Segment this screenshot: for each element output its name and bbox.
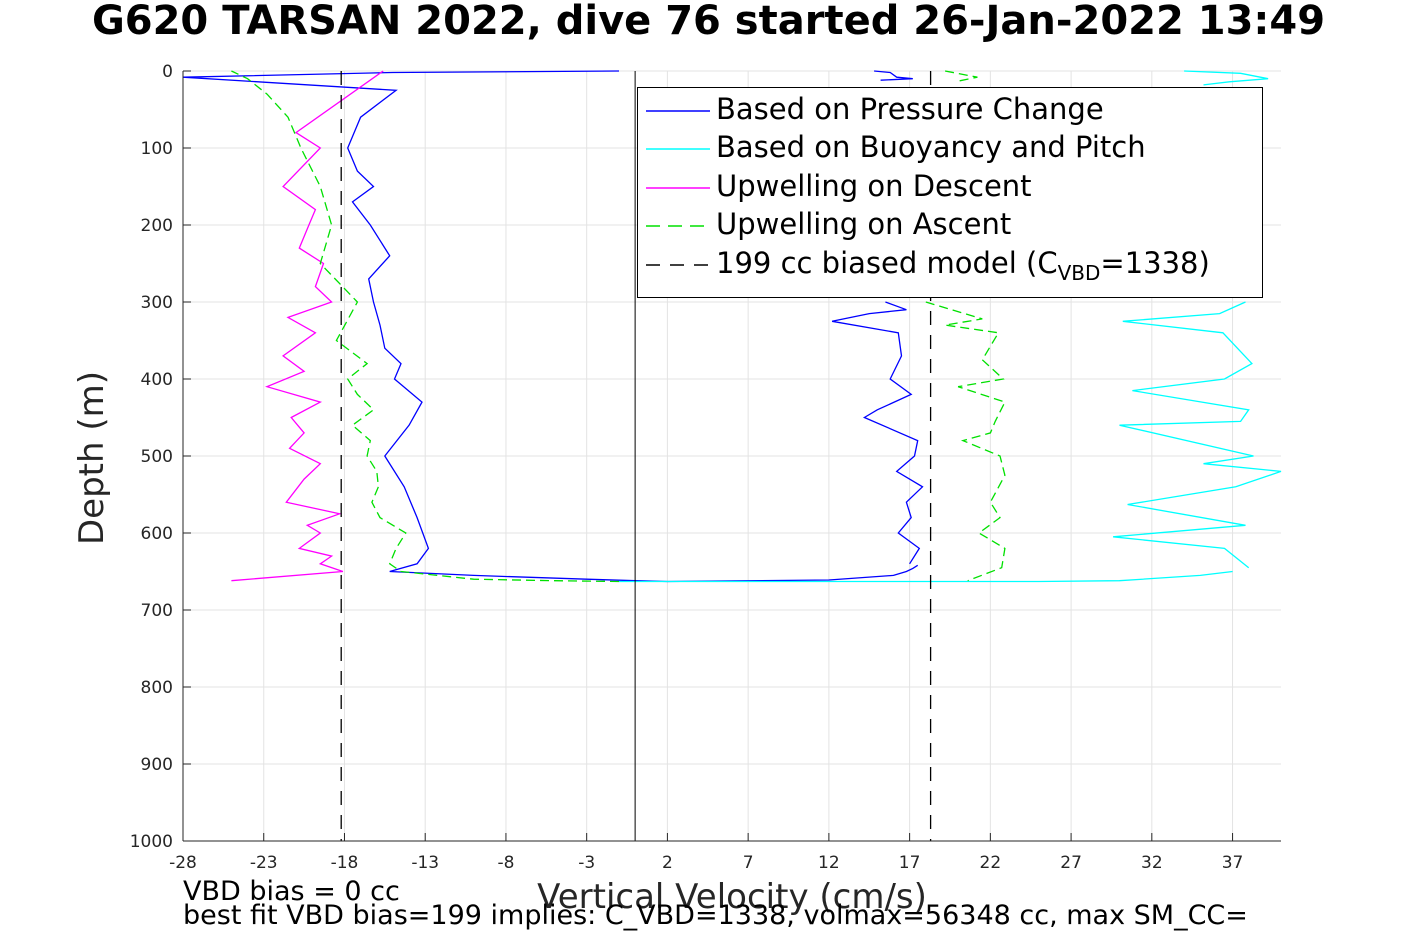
y-tick-label: 400 [141, 370, 173, 390]
y-tick-label: 700 [141, 601, 173, 621]
x-tick-label: 17 [899, 853, 921, 873]
x-tick-label: -18 [331, 853, 359, 873]
series-line-1 [1113, 301, 1282, 569]
legend-label-ascent: Upwelling on Ascent [716, 207, 1012, 241]
x-tick-label: -8 [497, 853, 514, 873]
x-tick-label: 27 [1060, 853, 1082, 873]
series-line-1 [619, 570, 1233, 583]
legend-item-buoyancy: Based on Buoyancy and Pitch [638, 130, 1262, 168]
series-line-0 [667, 564, 919, 583]
legend-swatch-descent [646, 187, 710, 189]
legend: Based on Pressure Change Based on Buoyan… [637, 87, 1263, 298]
x-tick-label: -13 [411, 853, 439, 873]
legend-swatch-pressure [646, 110, 710, 112]
legend-swatch-ascent [646, 225, 710, 227]
x-tick-label: -3 [578, 853, 595, 873]
best-fit-note: best fit VBD bias=199 implies: C_VBD=133… [183, 900, 1248, 931]
x-tick-label: 7 [743, 853, 754, 873]
chart-title: G620 TARSAN 2022, dive 76 started 26-Jan… [91, 0, 1326, 44]
x-tick-label: -28 [169, 853, 197, 873]
legend-swatch-model [646, 264, 710, 266]
x-axis-label: Vertical Velocity (cm/s) [537, 877, 927, 917]
legend-model-sub: VBD [1057, 260, 1101, 285]
y-axis-label: Depth (m) [72, 370, 112, 546]
legend-label-pressure: Based on Pressure Change [716, 92, 1104, 126]
series-line-0 [874, 70, 913, 81]
x-tick-label: 37 [1222, 853, 1244, 873]
y-tick-label: 500 [141, 447, 173, 467]
vbd-bias-note: VBD bias = 0 cc [183, 876, 400, 907]
series-lines [182, 70, 1282, 841]
series-line-1 [1184, 70, 1269, 86]
series-line-0 [831, 301, 924, 565]
legend-item-model: 199 cc biased model (CVBD=1338) [638, 246, 1262, 285]
y-tick-label: 900 [141, 755, 173, 775]
legend-label-buoyancy: Based on Buoyancy and Pitch [716, 130, 1146, 164]
series-line-3 [231, 70, 620, 583]
y-tick-label: 600 [141, 524, 173, 544]
legend-item-ascent: Upwelling on Ascent [638, 207, 1262, 245]
legend-model-suffix: =1338) [1100, 246, 1210, 280]
x-tick-label: 2 [662, 853, 673, 873]
x-tick-label: 32 [1141, 853, 1163, 873]
y-tick-label: 1000 [130, 832, 173, 852]
y-tick-label: 300 [141, 293, 173, 313]
series-line-0 [182, 70, 668, 583]
y-tick-label: 800 [141, 678, 173, 698]
axes: -28 -23 -18 -13 -8 -3 2 7 12 17 22 27 32 370100200300… [130, 62, 1281, 873]
x-tick-label: 22 [980, 853, 1002, 873]
y-tick-label: 100 [141, 139, 173, 159]
y-tick-label: 200 [141, 216, 173, 236]
legend-item-pressure: Based on Pressure Change [638, 92, 1262, 130]
legend-label-model: 199 cc biased model (CVBD=1338) [716, 246, 1210, 285]
series-line-2 [231, 70, 384, 582]
x-tick-label: 12 [818, 853, 840, 873]
series-line-3 [944, 70, 978, 83]
y-tick-label: 0 [162, 62, 173, 82]
legend-swatch-buoyancy [646, 148, 710, 150]
legend-label-descent: Upwelling on Descent [716, 169, 1032, 203]
x-tick-label: -23 [250, 853, 278, 873]
legend-item-descent: Upwelling on Descent [638, 169, 1262, 207]
legend-model-prefix: 199 cc biased model (C [716, 246, 1058, 280]
series-line-3 [925, 301, 1006, 582]
